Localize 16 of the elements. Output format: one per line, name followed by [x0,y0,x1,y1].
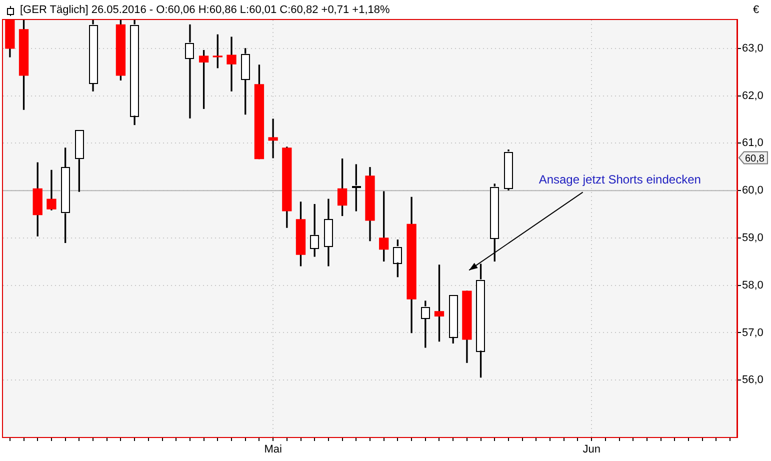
y-tick-label: 63,0 [742,42,764,54]
y-tick-label: 57,0 [742,326,764,339]
y-tick-label: 58,0 [742,279,764,292]
x-tick-label: Mai [264,444,282,456]
y-tick-label: 61,0 [742,137,764,150]
y-tick-label: 60,0 [742,184,764,197]
y-tick-label: 59,0 [742,232,764,244]
chart-title: [GER Täglich] 26.05.2016 - O:60,06 H:60,86 L:60,01 C:60,82 +0,71 +1,18% [18,4,392,17]
y-axis-title: € [753,4,760,16]
y-tick-label: 62,0 [742,90,764,102]
annotation: Ansage jetzt Shorts eindecken [538,172,701,187]
y-tick-label: 56,0 [742,374,764,386]
candlestick [226,36,236,92]
x-tick-label: Jun [582,444,600,456]
candlestick [268,118,278,158]
text: 60,8 [745,153,765,164]
